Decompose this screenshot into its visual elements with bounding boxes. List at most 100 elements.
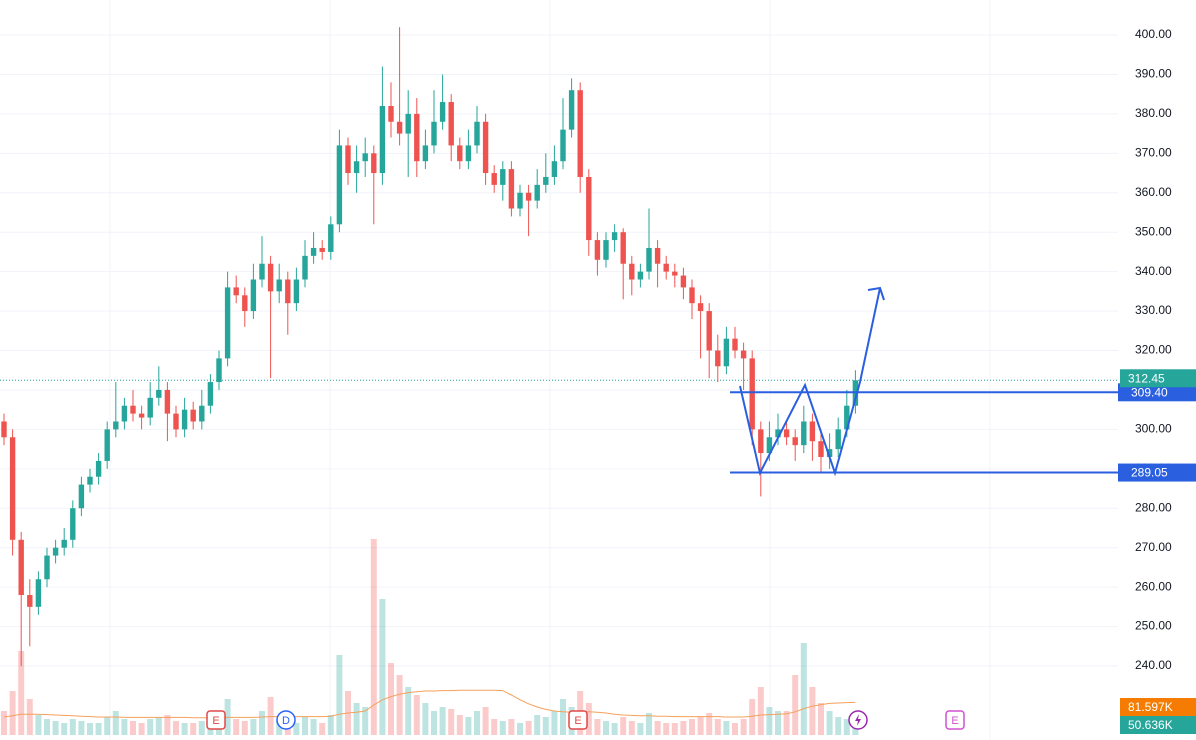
volume-bar bbox=[267, 697, 274, 735]
candle-body bbox=[637, 271, 644, 280]
candle-body bbox=[422, 145, 429, 162]
candle-body bbox=[293, 279, 300, 304]
volume-bar bbox=[370, 539, 377, 735]
volume-bar bbox=[560, 699, 566, 735]
candle-body bbox=[431, 121, 437, 146]
candle-body bbox=[9, 437, 16, 540]
volume-bar bbox=[706, 713, 713, 735]
volume-bar bbox=[714, 719, 721, 735]
candle-body bbox=[216, 358, 222, 383]
last-price-label-bg bbox=[1120, 369, 1196, 388]
volume-bar bbox=[1, 711, 7, 735]
candle-body bbox=[448, 102, 454, 146]
candle-body bbox=[826, 449, 833, 457]
candle-body bbox=[439, 102, 446, 122]
candle-body bbox=[758, 429, 764, 454]
volume-bar bbox=[732, 723, 738, 735]
candle-body bbox=[809, 421, 816, 442]
candle-body bbox=[723, 338, 730, 367]
volume-bar bbox=[689, 719, 695, 735]
candle-body bbox=[689, 287, 695, 304]
level-label-bg bbox=[1118, 383, 1196, 402]
event-label[interactable]: E bbox=[951, 715, 958, 727]
volume-bar bbox=[155, 717, 162, 735]
candle-body bbox=[78, 484, 85, 509]
candle-body bbox=[310, 247, 317, 256]
candle-body bbox=[259, 263, 265, 280]
volume-bar bbox=[620, 717, 627, 735]
volume-bar bbox=[353, 703, 360, 735]
volume-bar bbox=[388, 663, 394, 735]
volume-bar bbox=[112, 711, 119, 735]
candle-body bbox=[517, 192, 523, 209]
y-tick-label: 370.00 bbox=[1135, 145, 1172, 159]
volume-bar bbox=[491, 719, 498, 735]
candle-body bbox=[345, 145, 351, 174]
volume-bar bbox=[310, 719, 317, 735]
volume-bar bbox=[362, 707, 369, 735]
candle-body bbox=[113, 421, 119, 430]
volume-bar bbox=[826, 711, 833, 735]
volume-bar bbox=[603, 721, 609, 735]
event-label[interactable]: E bbox=[212, 715, 219, 727]
volume-bar bbox=[293, 723, 300, 735]
candle-body bbox=[672, 271, 678, 276]
volume-ma-label: 81.597K bbox=[1128, 700, 1173, 714]
y-tick-label: 350.00 bbox=[1135, 224, 1172, 238]
volume-bar bbox=[680, 721, 687, 735]
candle-body bbox=[414, 113, 420, 162]
candle-body bbox=[173, 413, 179, 430]
event-label[interactable]: D bbox=[282, 715, 290, 727]
event-markers: E D E E bbox=[206, 710, 965, 730]
volume-bar bbox=[783, 711, 790, 735]
candle-body bbox=[534, 184, 540, 201]
candle-body bbox=[465, 145, 472, 162]
volume-bar bbox=[164, 715, 171, 735]
candle-body bbox=[551, 161, 558, 177]
volume-bar bbox=[542, 717, 549, 735]
candle-body bbox=[818, 441, 824, 457]
volume-bar bbox=[181, 723, 188, 735]
volume-bar bbox=[405, 687, 412, 735]
level-label: 289.05 bbox=[1131, 466, 1168, 480]
candle-body bbox=[27, 595, 33, 607]
candle-body bbox=[396, 121, 403, 134]
volume-bar bbox=[465, 717, 472, 735]
candle-body bbox=[61, 539, 67, 548]
lightning-icon[interactable] bbox=[848, 710, 868, 730]
volume-bar bbox=[448, 709, 455, 735]
volume-bar bbox=[431, 711, 437, 735]
candle-body bbox=[35, 579, 42, 607]
candle-body bbox=[603, 240, 609, 260]
y-tick-label: 250.00 bbox=[1135, 619, 1172, 633]
volume-bar bbox=[61, 723, 68, 735]
candle-body bbox=[749, 358, 755, 430]
volume-bar bbox=[138, 723, 145, 735]
candle-body bbox=[654, 247, 661, 264]
volume-bar bbox=[336, 655, 343, 735]
candle-body bbox=[371, 153, 377, 174]
y-tick-label: 260.00 bbox=[1135, 579, 1172, 593]
level-label: 309.40 bbox=[1131, 385, 1168, 399]
volume-bar bbox=[697, 717, 704, 735]
candle-body bbox=[276, 279, 282, 292]
volume-bar bbox=[835, 717, 842, 735]
candle-body bbox=[70, 508, 76, 540]
y-tick-label: 320.00 bbox=[1135, 343, 1172, 357]
candle-body bbox=[164, 389, 171, 414]
volume-bar bbox=[422, 703, 429, 735]
volume-bar bbox=[757, 687, 764, 735]
candle-body bbox=[207, 382, 214, 406]
candle-body bbox=[620, 232, 626, 264]
volume-bar bbox=[474, 711, 480, 735]
candle-body bbox=[156, 389, 162, 398]
volume-bar bbox=[95, 723, 102, 735]
volume-bar bbox=[121, 719, 128, 735]
volume-bar bbox=[766, 707, 773, 735]
volume-bar bbox=[104, 717, 111, 735]
volume-bar bbox=[69, 719, 76, 735]
volume-bar bbox=[26, 699, 33, 735]
candle-body bbox=[18, 539, 24, 596]
event-label[interactable]: E bbox=[574, 715, 581, 727]
volume-bar bbox=[663, 723, 670, 735]
